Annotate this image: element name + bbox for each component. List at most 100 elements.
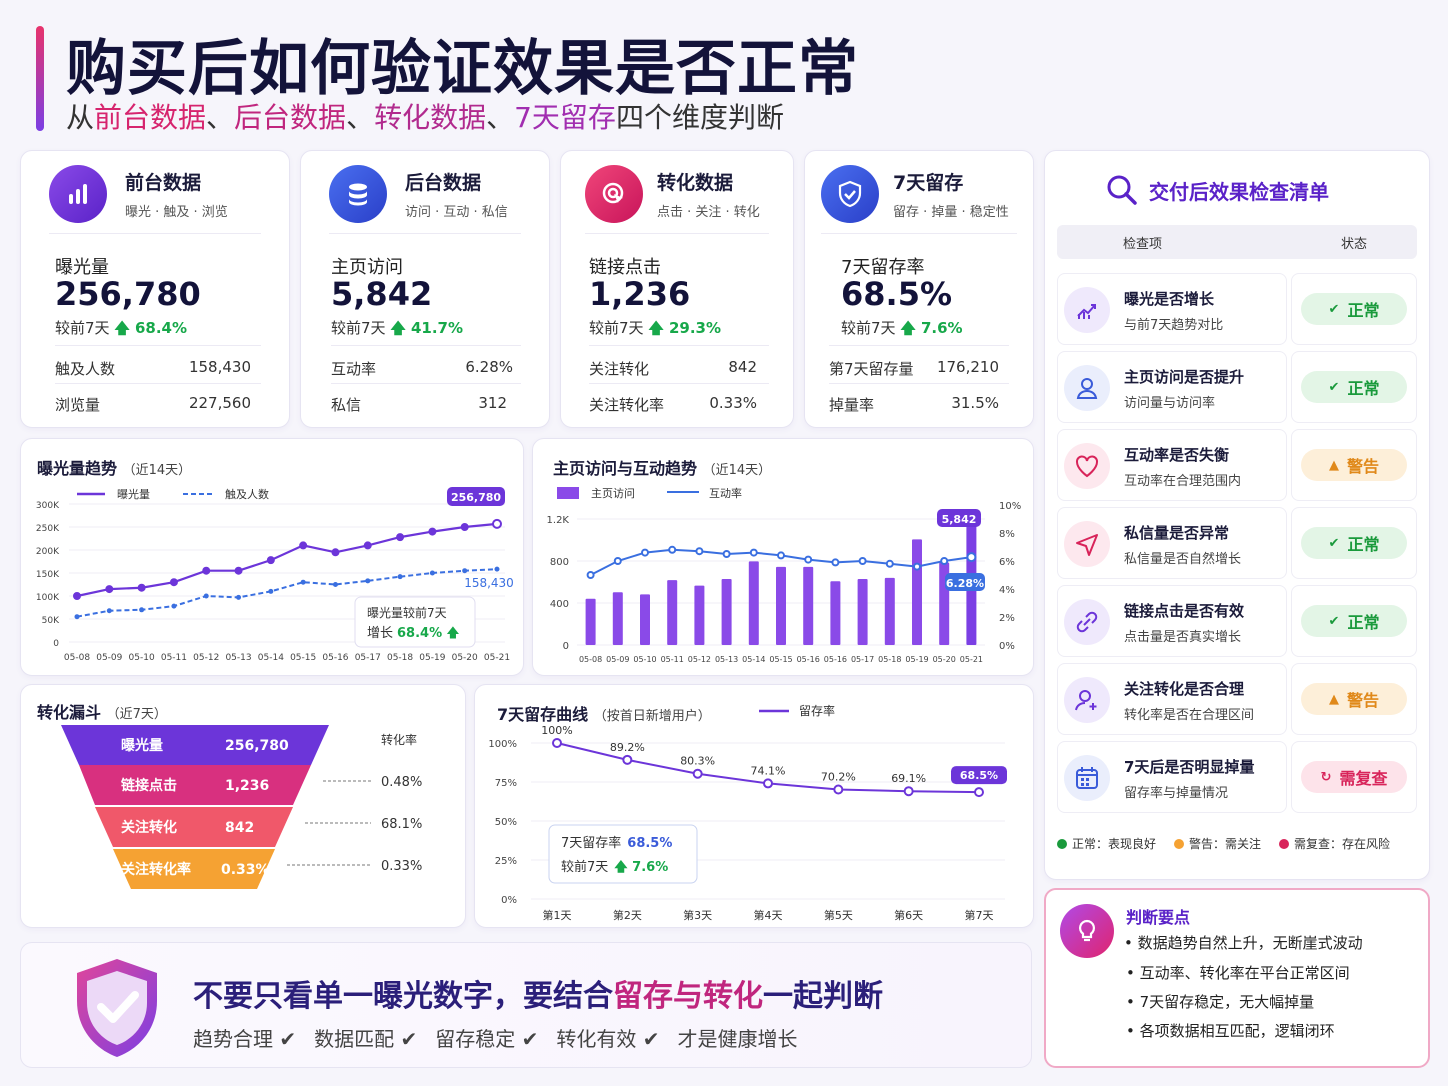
stat-row: 互动率 6.28% xyxy=(331,358,513,378)
legend-rate: 互动率 xyxy=(709,486,742,500)
note-line2: 增长 68.4% 🡅 xyxy=(367,626,460,641)
checklist-status-cell: ✔ 正常 xyxy=(1291,351,1417,423)
y-tick-label: 250K xyxy=(36,524,60,534)
checklist-item[interactable]: 主页访问是否提升 访问量与访问率 xyxy=(1057,351,1287,423)
x-tick-label: 05-20 xyxy=(933,655,956,664)
retention-point xyxy=(552,738,562,748)
status-badge: ✔ 正常 xyxy=(1301,371,1407,403)
x-tick-label: 05-17 xyxy=(355,653,381,663)
stat-row: 掉量率 31.5% xyxy=(829,394,999,414)
visit-bar xyxy=(612,592,623,645)
checklist-item[interactable]: 链接点击是否有效 点击量是否真实增长 xyxy=(1057,585,1287,657)
stat-label: 链接点击 xyxy=(589,257,661,278)
x-tick-label: 05-16 xyxy=(797,655,820,664)
rate-point xyxy=(695,547,704,556)
visit-trend-card: 主页访问与互动趋势 （近14天） 主页访问 互动率 0 400 800 1.2K 0% 2… xyxy=(532,438,1034,676)
stat-card-backend: 后台数据 访问 · 互动 · 私信 主页访问 5,842 较前7天 🡅 41.7%… xyxy=(300,150,550,428)
bar-chart-icon xyxy=(49,165,107,223)
x-tick-label: 05-18 xyxy=(878,655,901,664)
rate-point xyxy=(641,548,649,557)
rate-point xyxy=(831,558,840,567)
retention-value-label: 80.3% xyxy=(680,755,715,768)
reach-point xyxy=(236,594,242,600)
retention-value-label: 100% xyxy=(541,724,572,737)
stat-value: 1,236 xyxy=(589,275,691,313)
legend-visit: 主页访问 xyxy=(591,487,635,500)
checklist-item[interactable]: 7天后是否明显掉量 留存率与掉量情况 xyxy=(1057,741,1287,813)
funnel-rate: 68.1% xyxy=(381,817,422,832)
y-tick-label: 50K xyxy=(42,616,60,626)
reach-point xyxy=(429,570,435,576)
visit-bar xyxy=(830,581,841,645)
checklist-item-title: 7天后是否明显掉量 xyxy=(1124,758,1255,776)
x-tick-label: 05-19 xyxy=(419,653,445,663)
visit-bar xyxy=(748,561,759,645)
tips-title: 判断要点 xyxy=(1126,908,1191,927)
exposure-point xyxy=(266,556,275,565)
shield-check-icon xyxy=(77,959,157,1057)
rate-point xyxy=(586,571,595,579)
exposure-point xyxy=(460,523,469,531)
checklist-item[interactable]: 关注转化是否合理 转化率是否在合理区间 xyxy=(1057,663,1287,735)
checklist-item-sub: 访问量与访问率 xyxy=(1124,396,1216,411)
retention-card: 7天留存曲线 （按首日新增用户） 留存率 0% 25% 50% 75% 100% 第1天 第… xyxy=(474,684,1034,928)
status-badge: ↻ 需复查 xyxy=(1301,761,1407,793)
funnel-card: 转化漏斗 （近7天） 转化率 曝光量 256,780 链接点击 1,236 0.48% 关… xyxy=(20,684,466,928)
checklist-item[interactable]: 曝光是否增长 与前7天趋势对比 xyxy=(1057,273,1287,345)
funnel-chart: 曝光量 256,780 链接点击 1,236 0.48% 关注转化 842 68.1% 关注转化… xyxy=(61,725,422,889)
x-tick-label: 05-11 xyxy=(661,655,684,664)
checklist-status-cell: ✔ 正常 xyxy=(1291,273,1417,345)
x-tick-label: 05-21 xyxy=(484,653,510,663)
reach-point xyxy=(74,614,80,620)
add-user-icon xyxy=(1064,677,1110,723)
x-tick-label: 05-16 xyxy=(322,653,348,663)
rate-point xyxy=(804,555,813,564)
banner-checks: 趋势合理 ✔ 数据匹配 ✔ 留存稳定 ✔ 转化有效 ✔ 才是健康增长 xyxy=(193,1027,798,1051)
rate-point xyxy=(777,551,785,560)
series-line-reach xyxy=(76,568,498,618)
rate-point xyxy=(749,548,758,557)
visit-bar xyxy=(884,577,895,645)
click-target-icon xyxy=(585,165,643,223)
x-tick-label: 05-21 xyxy=(960,655,983,664)
header-accent-bar xyxy=(36,26,44,131)
checklist-item-title: 主页访问是否提升 xyxy=(1124,368,1245,386)
y2-tick-label: 6% xyxy=(999,557,1015,568)
stat-card-retention: 7天留存 留存 · 掉量 · 稳定性 7天留存率 68.5% 较前7天 🡅 7.6… xyxy=(804,150,1034,428)
visit-chart: 主页访问 互动率 0 400 800 1.2K 0% 2% 4% 6% 8% 10% 05-08 05… xyxy=(547,486,1022,664)
checklist-status-cell: ↻ 需复查 xyxy=(1291,741,1417,813)
x-tick-label: 05-15 xyxy=(290,653,316,663)
stat-value: 5,842 xyxy=(331,275,433,313)
stat-title: 转化数据 xyxy=(657,172,734,194)
banner-headline: 不要只看单一曝光数字，要结合留存与转化一起判断 xyxy=(193,979,883,1014)
reach-point xyxy=(106,608,112,614)
checklist-card: 交付后效果检查清单 检查项 状态 曝光是否增长 与前7天趋势对比 ✔ 正常 主页访问是否提… xyxy=(1044,150,1430,880)
reach-point xyxy=(203,593,209,599)
y2-tick-label: 2% xyxy=(999,613,1015,624)
funnel-rate: 0.33% xyxy=(381,859,422,874)
exposure-trend-card: 曝光量趋势 （近14天） 曝光量 触及人数 0 50K 100K 150K 200K 25… xyxy=(20,438,524,676)
x-tick-label: 第2天 xyxy=(613,908,642,922)
checklist-item-title: 曝光是否增长 xyxy=(1124,290,1215,308)
checklist-item[interactable]: 私信量是否异常 私信量是否自然增长 xyxy=(1057,507,1287,579)
rate-point xyxy=(966,552,977,563)
tips-card: 判断要点 • 数据趋势自然上升，无断崖式波动 • 互动率、转化率在平台正常区间 … xyxy=(1044,888,1430,1068)
retention-note-2: 较前7天 🡅 7.6% xyxy=(561,859,668,875)
status-badge: ▲ 警告 xyxy=(1301,683,1407,715)
stat-title: 前台数据 xyxy=(125,172,202,194)
stat-card-conversion: 转化数据 点击 · 关注 · 转化 链接点击 1,236 较前7天 🡅 29.3%… xyxy=(560,150,794,428)
reach-point xyxy=(494,566,500,572)
rate-point xyxy=(613,557,622,565)
funnel-stage-name: 链接点击 xyxy=(121,777,177,794)
x-tick-label: 第3天 xyxy=(683,908,712,922)
checklist-item[interactable]: 互动率是否失衡 互动率在合理范围内 xyxy=(1057,429,1287,501)
legend-entry: 警告：需关注 xyxy=(1174,835,1261,852)
visit-bar xyxy=(694,585,705,645)
exposure-point xyxy=(331,548,340,557)
x-tick-label: 05-19 xyxy=(905,655,928,664)
calendar-icon xyxy=(1064,755,1110,801)
x-tick-label: 05-14 xyxy=(258,653,284,663)
retention-value-label: 74.1% xyxy=(751,764,786,777)
checklist-item-sub: 互动率在合理范围内 xyxy=(1124,474,1242,489)
x-tick-label: 05-14 xyxy=(742,655,765,664)
